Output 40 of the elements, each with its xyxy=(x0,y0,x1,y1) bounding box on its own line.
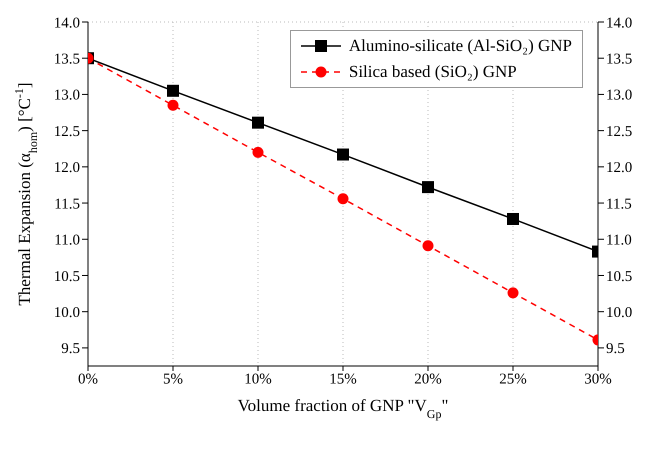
x-tick-label: 5% xyxy=(163,372,183,388)
y2-tick-label: 10.0 xyxy=(606,305,632,322)
legend-label: Silica based (SiO₂) GNP xyxy=(348,61,517,83)
x-tick-label: 0% xyxy=(78,372,98,388)
y-tick-label: 13.0 xyxy=(54,88,80,104)
y-tick-label: 11.0 xyxy=(54,232,80,249)
point xyxy=(507,212,519,225)
point xyxy=(422,181,434,194)
point xyxy=(338,193,348,204)
x-tick-label: 15% xyxy=(329,372,357,388)
x-tick-label: 20% xyxy=(414,372,442,388)
point xyxy=(422,240,434,252)
point xyxy=(252,116,264,129)
y-tick-label: 9.5 xyxy=(61,341,80,358)
y2-tick-label: 13.5 xyxy=(606,52,632,68)
y-tick-label: 14.0 xyxy=(54,15,80,32)
y-tick-label: 13.5 xyxy=(54,52,80,68)
x-tick-label: 25% xyxy=(499,372,527,388)
y-tick-label: 10.5 xyxy=(54,268,80,285)
x-axis-title: Volume fraction of GNP "V$_{Gp}$" xyxy=(238,396,448,421)
point xyxy=(252,146,264,158)
y-tick-label: 10.0 xyxy=(54,305,80,322)
y-tick-label: 12.5 xyxy=(54,124,80,140)
y2-tick-label: 14.0 xyxy=(606,15,632,32)
y2-tick-label: 13.0 xyxy=(606,88,632,104)
y2-tick-label: 9.5 xyxy=(606,341,625,358)
x-tick-label: 30% xyxy=(584,372,612,388)
point xyxy=(168,100,178,111)
point xyxy=(337,148,349,161)
legend-label: Alumino-silicate (Al-SiO₂) GNP xyxy=(348,35,572,57)
y-tick-label: 11.5 xyxy=(54,196,80,212)
x-tick-label: 10% xyxy=(244,372,272,388)
y2-tick-label: 12.0 xyxy=(606,160,632,176)
point xyxy=(508,287,518,298)
y2-tick-label: 11.0 xyxy=(606,232,632,249)
y-tick-label: 12.0 xyxy=(54,160,80,176)
point xyxy=(167,84,179,97)
y2-tick-label: 10.5 xyxy=(606,268,632,285)
y2-tick-label: 12.5 xyxy=(606,124,632,140)
y2-tick-label: 11.5 xyxy=(606,196,632,212)
